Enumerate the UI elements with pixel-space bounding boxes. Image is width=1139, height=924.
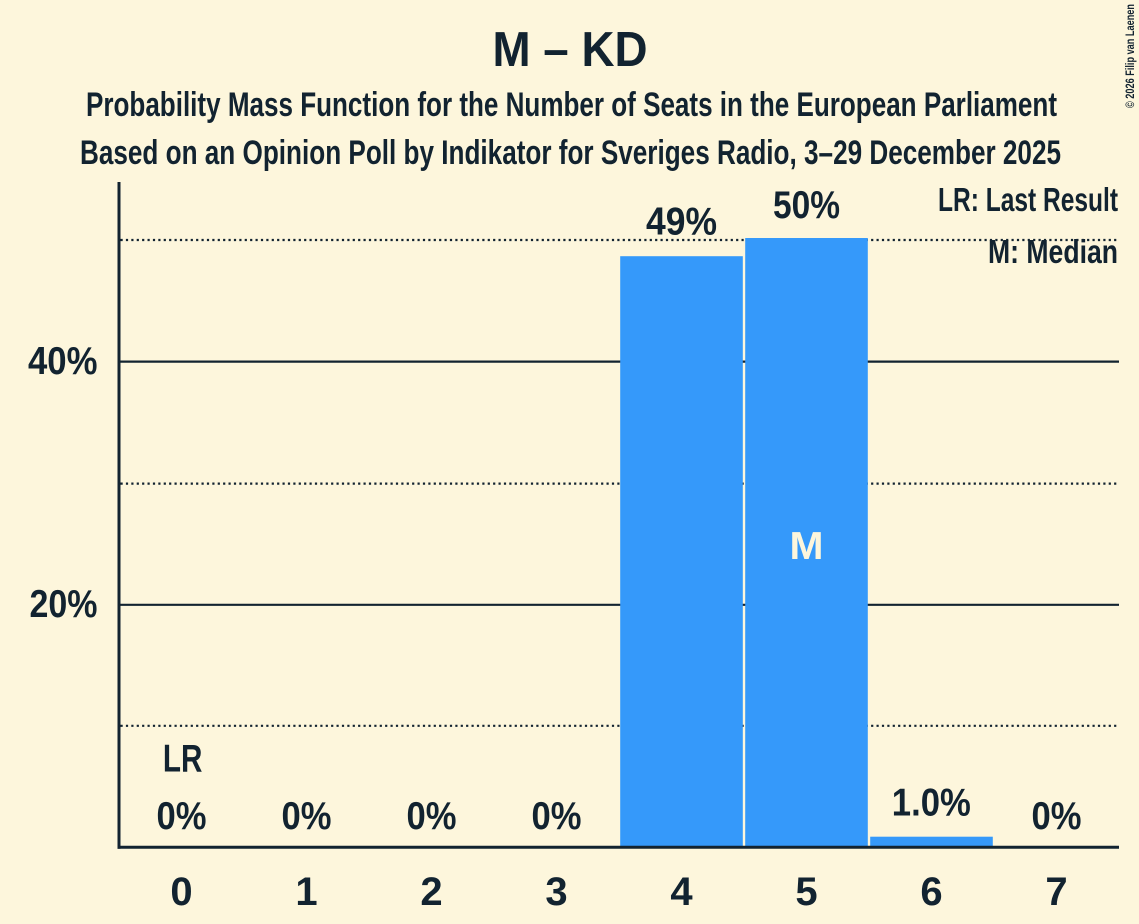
svg-text:Based on an Opinion Poll by In: Based on an Opinion Poll by Indikator fo… (80, 134, 1061, 172)
svg-text:0%: 0% (1032, 795, 1082, 838)
svg-text:M – KD: M – KD (493, 23, 648, 77)
svg-text:3: 3 (545, 870, 567, 914)
svg-text:LR: Last Result: LR: Last Result (938, 181, 1118, 218)
svg-text:20%: 20% (30, 583, 98, 626)
svg-text:40%: 40% (28, 340, 98, 383)
svg-text:1.0%: 1.0% (892, 782, 971, 825)
svg-text:0%: 0% (532, 795, 582, 838)
svg-text:Probability Mass Function for: Probability Mass Function for the Number… (86, 86, 1057, 124)
svg-text:50%: 50% (773, 184, 840, 227)
svg-text:49%: 49% (646, 201, 717, 244)
svg-text:LR: LR (163, 738, 203, 781)
svg-text:© 2026 Filip van Laenen: © 2026 Filip van Laenen (1125, 4, 1137, 108)
svg-text:M: M (790, 525, 824, 568)
svg-text:1: 1 (295, 870, 317, 914)
svg-text:0%: 0% (407, 795, 457, 838)
svg-text:0%: 0% (157, 795, 207, 838)
svg-text:0: 0 (170, 870, 192, 914)
svg-text:2: 2 (420, 870, 442, 914)
svg-text:6: 6 (920, 870, 942, 914)
svg-text:7: 7 (1045, 870, 1067, 914)
svg-text:M: Median: M: Median (988, 233, 1118, 270)
svg-text:5: 5 (795, 870, 817, 914)
svg-text:4: 4 (670, 870, 693, 914)
svg-text:0%: 0% (282, 795, 332, 838)
